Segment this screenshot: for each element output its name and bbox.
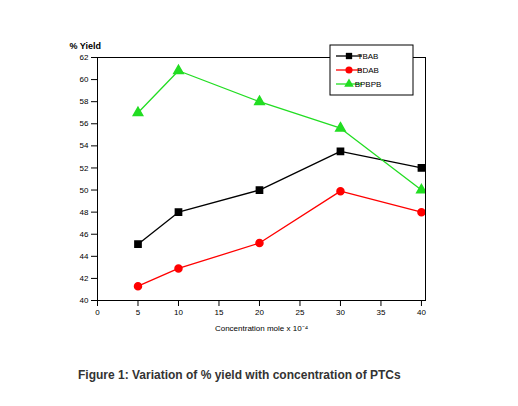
svg-text:15: 15 [215, 308, 224, 317]
svg-text:0: 0 [95, 308, 100, 317]
svg-text:Concentration mole x 10⁻⁴: Concentration mole x 10⁻⁴ [215, 324, 309, 333]
svg-text:TBAB: TBAB [358, 52, 379, 61]
svg-text:25: 25 [296, 308, 305, 317]
svg-text:60: 60 [80, 75, 89, 84]
html-text:Figure 1: Variation of % yield: Figure 1: Variation of % yield with conc… [78, 368, 401, 382]
svg-text:35: 35 [377, 308, 386, 317]
svg-text:62: 62 [80, 53, 89, 62]
svg-text:54: 54 [80, 141, 89, 150]
svg-text:56: 56 [80, 119, 89, 128]
svg-text:44: 44 [80, 252, 89, 261]
svg-text:10: 10 [174, 308, 183, 317]
svg-text:40: 40 [417, 308, 426, 317]
svg-text:52: 52 [80, 164, 89, 173]
svg-text:30: 30 [336, 308, 345, 317]
svg-text:50: 50 [80, 186, 89, 195]
svg-text:5: 5 [136, 308, 141, 317]
svg-text:40: 40 [80, 296, 89, 305]
svg-text:BPBPB: BPBPB [355, 80, 382, 89]
svg-text:20: 20 [255, 308, 264, 317]
svg-text:46: 46 [80, 230, 89, 239]
svg-text:% Yield: % Yield [70, 41, 102, 51]
svg-text:48: 48 [80, 208, 89, 217]
svg-text:BDAB: BDAB [357, 66, 379, 75]
svg-text:58: 58 [80, 97, 89, 106]
svg-text:42: 42 [80, 274, 89, 283]
